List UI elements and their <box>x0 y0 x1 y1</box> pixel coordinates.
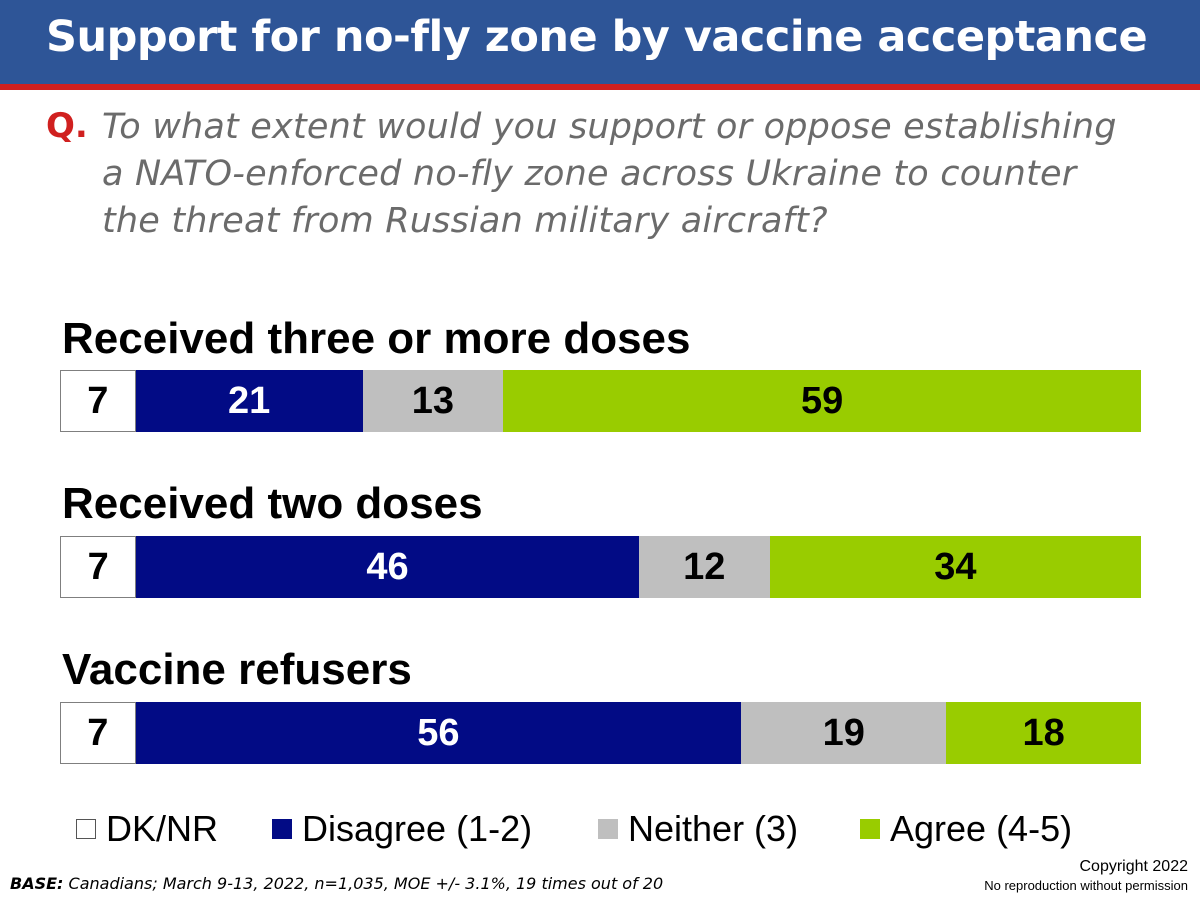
bar-segment: 56 <box>135 702 742 764</box>
no-reproduction-text: No reproduction without permission <box>984 878 1188 893</box>
question-text: To what extent would you support or oppo… <box>102 107 1117 241</box>
data-label: 46 <box>366 545 409 588</box>
legend-item: Agree (4-5) <box>860 805 1072 853</box>
base-text: Canadians; March 9-13, 2022, n=1,035, MO… <box>68 874 664 893</box>
legend-label: Disagree (1-2) <box>302 808 533 849</box>
legend-item: Disagree (1-2) <box>272 805 532 853</box>
bar-segment: 7 <box>60 536 137 598</box>
legend-swatch <box>598 819 618 839</box>
data-label: 19 <box>822 711 865 754</box>
bar-segment: 34 <box>769 536 1141 598</box>
chart-legend: DK/NR Disagree (1-2) Neither (3) Agree (4-5… <box>76 805 1156 853</box>
group-label: Vaccine refusers <box>62 645 412 694</box>
legend-swatch <box>76 819 96 839</box>
base-note: BASE: Canadians; March 9-13, 2022, n=1,0… <box>10 874 663 893</box>
legend-item: DK/NR <box>76 805 218 853</box>
page-title: Support for no-fly zone by vaccine accep… <box>46 12 1148 62</box>
data-label: 7 <box>87 379 109 422</box>
data-label: 13 <box>411 379 455 422</box>
group-label: Received two doses <box>62 479 483 528</box>
bar-segment: 12 <box>638 536 770 598</box>
data-label: 34 <box>934 545 977 588</box>
data-label: 12 <box>683 545 726 588</box>
stacked-bar: 7 46 12 34 <box>60 536 1141 598</box>
copyright-text: Copyright 2022 <box>1079 858 1188 875</box>
question-label: Q. <box>46 106 88 146</box>
legend-item: Neither (3) <box>598 805 798 853</box>
bar-segment: 19 <box>741 702 947 764</box>
data-label: 59 <box>800 379 844 422</box>
legend-swatch <box>860 819 880 839</box>
group-label: Received three or more doses <box>62 314 691 363</box>
legend-label: Agree (4-5) <box>890 808 1073 849</box>
title-bar: Support for no-fly zone by vaccine accep… <box>0 0 1200 90</box>
data-label: 18 <box>1022 711 1065 754</box>
bar-segment: 59 <box>503 370 1141 432</box>
data-label: 7 <box>87 711 109 754</box>
bar-segment: 7 <box>60 370 136 432</box>
legend-label: Neither (3) <box>628 808 799 849</box>
base-label: BASE: <box>10 874 64 893</box>
bar-segment: 18 <box>946 702 1141 764</box>
legend-swatch <box>272 819 292 839</box>
bar-segment: 13 <box>362 370 504 432</box>
stacked-bar: 7 21 13 59 <box>60 370 1141 432</box>
data-label: 56 <box>417 711 460 754</box>
data-label: 7 <box>87 545 109 588</box>
stacked-bar: 7 56 19 18 <box>60 702 1141 764</box>
bar-segment: 21 <box>135 370 363 432</box>
legend-label: DK/NR <box>106 808 219 849</box>
bar-segment: 7 <box>60 702 136 764</box>
data-label: 21 <box>228 379 271 422</box>
bar-segment: 46 <box>136 536 639 598</box>
copyright-block: Copyright 2022 No reproduction without p… <box>984 858 1188 893</box>
